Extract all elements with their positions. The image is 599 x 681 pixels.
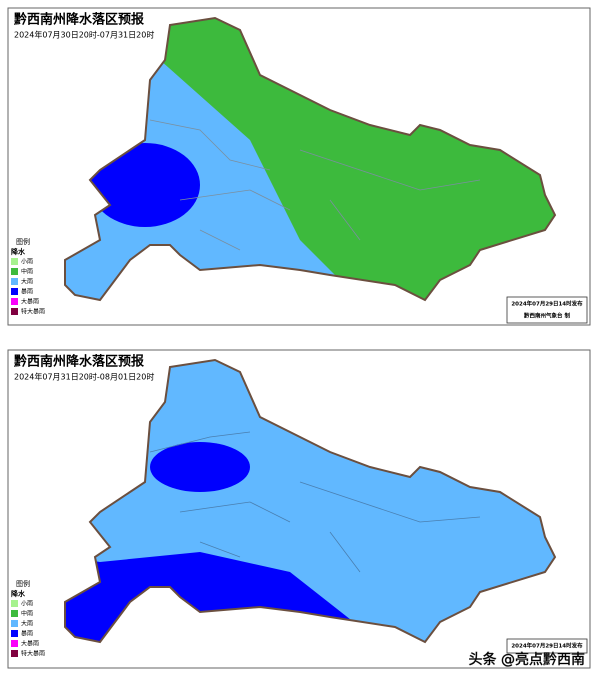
period: 2024年07月30日20时-07月31日20时 — [14, 30, 154, 40]
panel: 黔西南州降水落区预报 2024年07月31日20时-08月01日20时图例降水小雨… — [7, 349, 591, 669]
legend-swatch — [11, 650, 18, 657]
legend-label: 大暴雨 — [21, 640, 39, 648]
period: 2024年07月31日20时-08月01日20时 — [14, 372, 154, 382]
legend-title: 图例 — [16, 237, 30, 246]
title: 黔西南州降水落区预报 — [14, 354, 145, 370]
title: 黔西南州降水落区预报 — [14, 12, 145, 28]
legend-label: 暴雨 — [21, 289, 33, 296]
panel: 黔西南州降水落区预报 2024年07月30日20时-07月31日20时图例降水小雨… — [7, 7, 591, 326]
legend-swatch — [11, 298, 18, 305]
legend-swatch — [11, 288, 18, 295]
watermark: 头条 @亮点黔西南 — [469, 651, 585, 668]
issue-box — [506, 296, 588, 324]
legend-label: 大暴雨 — [21, 298, 39, 306]
legend-label: 大雨 — [21, 278, 33, 286]
legend-swatch — [11, 610, 18, 617]
legend-label: 中雨 — [21, 610, 33, 618]
legend-swatch — [11, 258, 18, 265]
legend-label: 特大暴雨 — [21, 650, 45, 658]
legend-label: 中雨 — [21, 268, 33, 276]
legend-swatch — [11, 308, 18, 315]
legend-swatch — [11, 620, 18, 627]
legend-label: 大雨 — [21, 620, 33, 628]
legend-label: 暴雨 — [21, 631, 33, 638]
legend-swatch — [11, 600, 18, 607]
legend-swatch — [11, 630, 18, 637]
legend-subtitle: 降水 — [11, 589, 26, 598]
legend-label: 特大暴雨 — [21, 308, 45, 316]
legend-swatch — [11, 278, 18, 285]
issued: 2024年07月29日14时发布 — [511, 300, 583, 308]
issued: 2024年07月29日14时发布 — [511, 642, 583, 650]
producer: 黔西南州气象台 制 — [524, 312, 570, 320]
legend-subtitle: 降水 — [11, 247, 26, 256]
legend-swatch — [11, 268, 18, 275]
legend-label: 小雨 — [21, 600, 33, 608]
legend-title: 图例 — [16, 579, 30, 588]
issue-box — [506, 638, 588, 654]
legend-swatch — [11, 640, 18, 647]
legend-label: 小雨 — [21, 258, 33, 266]
